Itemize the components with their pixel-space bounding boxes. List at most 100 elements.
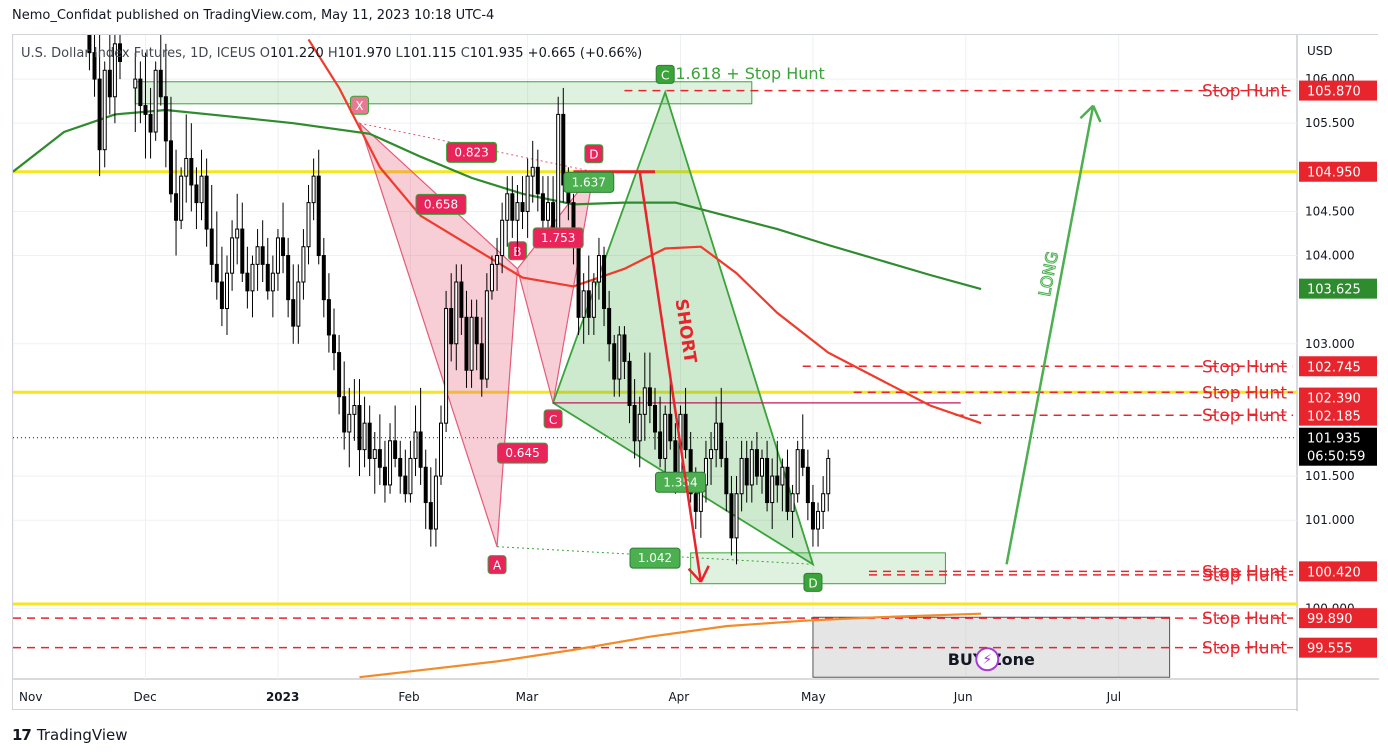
candle-body	[245, 272, 250, 292]
ratio-label: 1.753	[541, 231, 575, 245]
candle-body	[510, 193, 515, 221]
candle-body	[286, 255, 291, 301]
candle-body	[199, 175, 204, 204]
candle-body	[617, 334, 622, 380]
candle-body	[765, 457, 770, 504]
tradingview-logo-icon: 17	[12, 726, 32, 744]
price-tag-label: 100.420	[1307, 565, 1361, 580]
candle-body	[800, 449, 805, 468]
chart-frame[interactable]: BUY Zone ⚡ Stop Hunt Stop Hunt Stop Hunt Sto…	[12, 0, 1379, 711]
price-tag	[1299, 278, 1377, 299]
price-tag	[1299, 405, 1377, 426]
ratio-badge	[629, 547, 681, 569]
candle-body	[637, 413, 642, 442]
candle-body	[316, 175, 321, 257]
candle-body	[179, 175, 184, 221]
candle-body	[505, 193, 510, 221]
candle-body	[810, 502, 815, 530]
candle-body	[174, 193, 179, 221]
candle-body	[326, 299, 331, 336]
candle-body	[382, 466, 387, 486]
candle-body	[270, 272, 275, 292]
candle-body	[556, 113, 561, 230]
candle-body	[357, 405, 362, 451]
candle-body	[306, 202, 311, 248]
price-tag-label: 99.890	[1307, 612, 1353, 627]
ratio-badge	[446, 141, 498, 163]
time-tick-label: Feb	[398, 690, 419, 704]
candle-body	[515, 202, 520, 221]
candle-body	[607, 307, 612, 345]
stop-hunt-label: Stop Hunt	[1202, 82, 1287, 102]
candle-body	[189, 158, 194, 186]
candle-body	[551, 202, 556, 230]
arrow-head	[1079, 104, 1095, 120]
lightning-bolt-icon: ⚡	[982, 652, 992, 668]
candle-body	[632, 405, 637, 442]
pattern-point-label: D	[589, 148, 598, 162]
candle-body	[398, 457, 403, 477]
stop-hunt-label: Stop Hunt	[1202, 639, 1287, 659]
symbol-ohlc-line: U.S. Dollar Index Futures, 1D, ICEUS O10…	[21, 46, 642, 61]
candle-body	[337, 352, 342, 398]
candle-body	[816, 510, 821, 530]
pattern-point-label: C	[661, 68, 669, 82]
last-price-label: 101.935	[1307, 432, 1361, 447]
stop-hunt-label: Stop Hunt	[1202, 357, 1287, 377]
candle-body	[653, 405, 657, 433]
candle-body	[301, 246, 306, 283]
candle-body	[153, 69, 158, 133]
candle-body	[770, 475, 775, 504]
candle-body	[622, 334, 627, 362]
pattern-point-label: C	[549, 413, 557, 427]
last-price-tag	[1299, 427, 1377, 466]
stop-hunt-label: Stop Hunt	[1202, 562, 1287, 582]
candle-body	[158, 69, 163, 98]
flash-icon	[975, 647, 1000, 672]
candle-body	[184, 158, 189, 177]
candles	[87, 0, 831, 565]
ratio-badge	[654, 471, 706, 493]
price-tag-label: 99.555	[1307, 642, 1353, 657]
candle-body	[540, 193, 545, 221]
pattern-point-badge	[487, 555, 507, 575]
candle-body	[97, 78, 102, 151]
price-tag	[1299, 356, 1377, 377]
stop-hunt-label: Stop Hunt	[1202, 383, 1287, 403]
pattern-point-badge	[349, 95, 369, 115]
ratio-label: 1.354	[663, 475, 697, 489]
candle-body	[138, 78, 143, 107]
long-arrow	[1005, 105, 1095, 565]
candle-body	[204, 175, 209, 230]
tradingview-footer[interactable]: 17 TradingView	[12, 724, 128, 746]
candle-body	[296, 281, 301, 327]
ratio-badge	[563, 171, 615, 193]
candle-body	[729, 493, 734, 539]
ratio-label: 0.823	[454, 145, 488, 159]
candle-body	[439, 422, 443, 477]
candle-body	[230, 237, 235, 274]
candle-body	[377, 449, 382, 468]
candle-body	[454, 281, 459, 345]
candle-body	[235, 228, 240, 239]
candle-body	[693, 493, 698, 512]
candle-body	[714, 422, 719, 451]
candle-body	[321, 255, 326, 301]
candle-body	[311, 175, 316, 204]
candle-body	[734, 493, 739, 539]
candle-body	[112, 43, 117, 98]
candle-body	[393, 440, 398, 459]
arrow-head	[687, 567, 702, 583]
time-tick-label: May	[801, 690, 826, 704]
price-tag	[1299, 161, 1377, 182]
price-tick-label: 104.000	[1305, 249, 1355, 263]
time-tick-label: Jun	[953, 690, 973, 704]
candle-body	[495, 255, 500, 265]
price-tag-label: 103.625	[1307, 283, 1361, 298]
candle-body	[591, 281, 596, 318]
candle-body	[535, 166, 540, 195]
candle-body	[586, 290, 591, 318]
fib-stop-hunt-label: 1.618 + Stop Hunt	[675, 64, 824, 83]
candle-body	[474, 316, 479, 345]
